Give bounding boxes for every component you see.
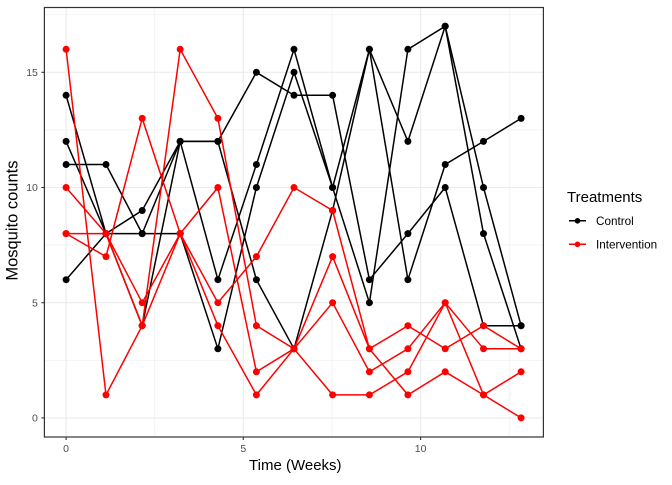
svg-text:5: 5: [240, 443, 246, 455]
svg-text:Treatments: Treatments: [567, 189, 642, 206]
svg-text:Intervention: Intervention: [596, 239, 657, 252]
svg-text:10: 10: [415, 443, 427, 455]
svg-text:Time (Weeks): Time (Weeks): [249, 457, 342, 474]
svg-text:Control: Control: [596, 215, 634, 228]
svg-text:Mosquito counts: Mosquito counts: [4, 161, 22, 281]
svg-text:0: 0: [32, 413, 38, 425]
svg-text:10: 10: [26, 182, 38, 194]
svg-text:0: 0: [63, 443, 69, 455]
svg-text:5: 5: [32, 297, 38, 309]
svg-text:15: 15: [26, 67, 38, 79]
